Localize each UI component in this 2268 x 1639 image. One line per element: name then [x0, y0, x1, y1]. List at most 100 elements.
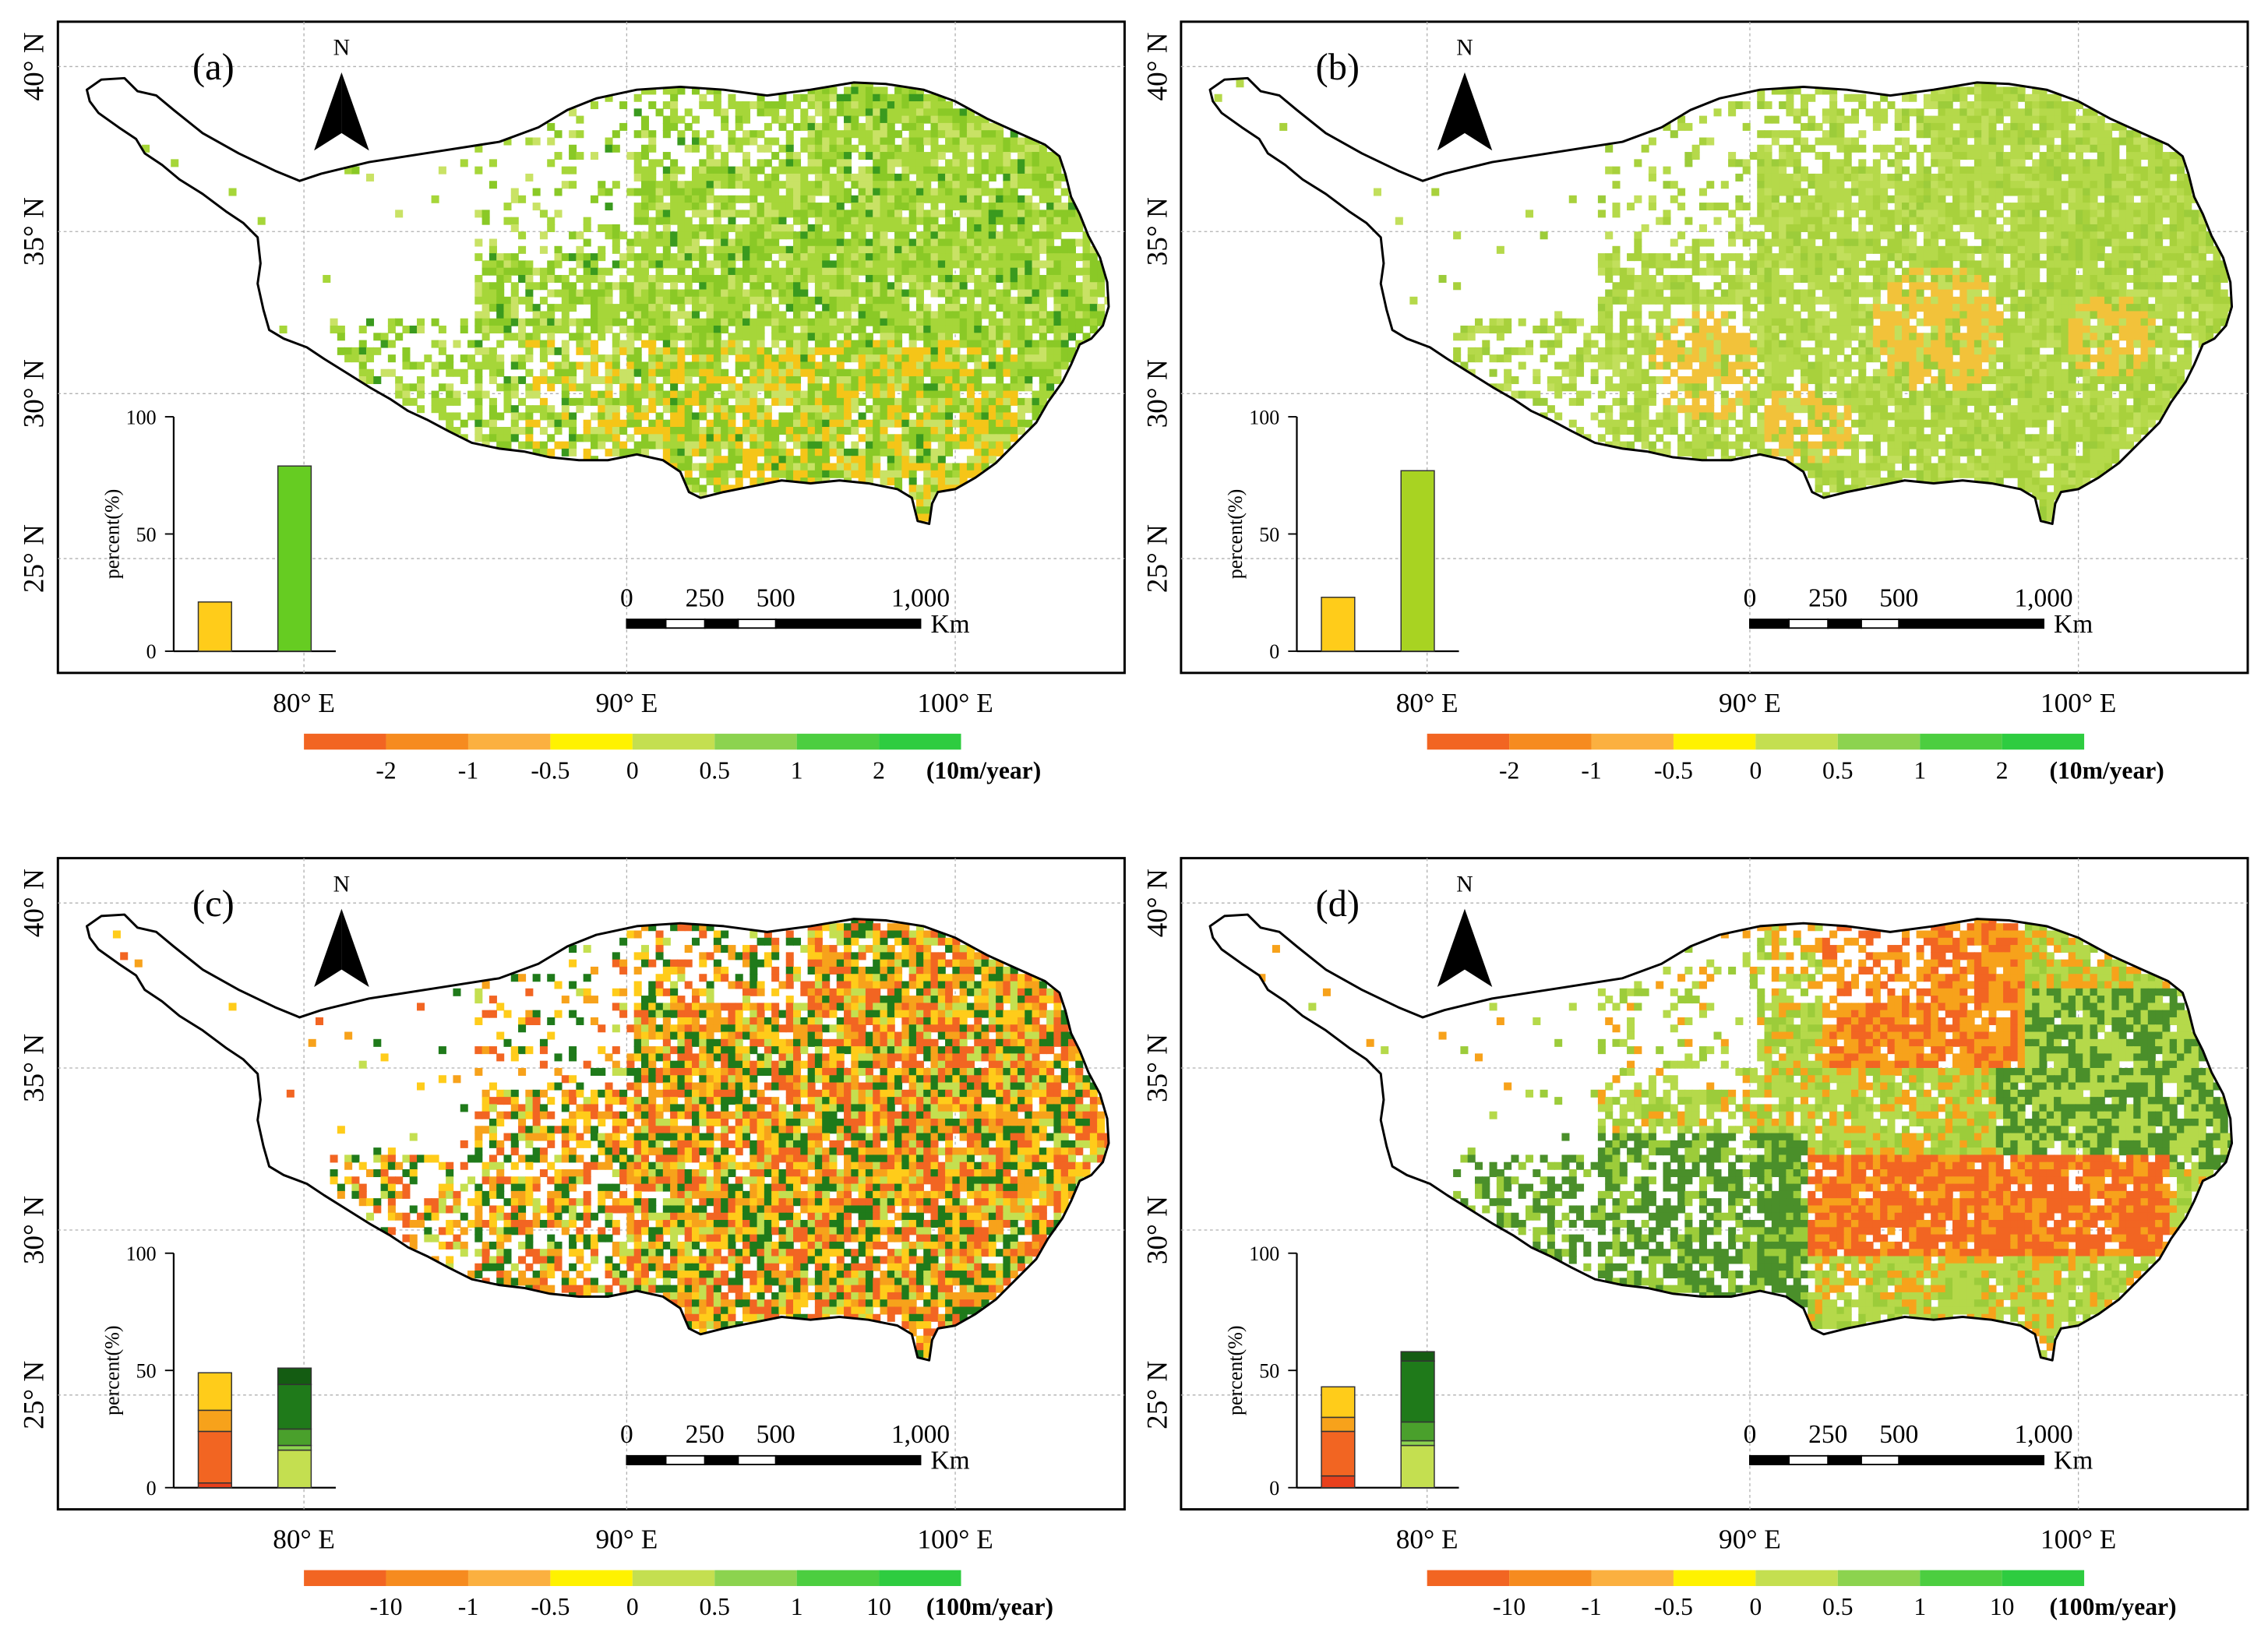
legend-tick-label: 1: [791, 756, 803, 784]
scale-bar-segment: [704, 1454, 739, 1465]
map-panel-b: (b) N 40° N 35° N 30° N 25° N 80° E 90° E 100° E…: [1141, 20, 2249, 784]
scale-bar-segment: [704, 619, 739, 629]
legend-tick-label: -2: [1499, 756, 1519, 784]
plateau-boundary: [85, 913, 1110, 1362]
legend-color-swatch: [2002, 733, 2085, 750]
inset-y-label: percent(%): [1224, 489, 1247, 579]
scale-bar-tick-label: 0: [1744, 1420, 1757, 1449]
legend-tick-label: 0.5: [699, 1593, 729, 1620]
legend-color-swatch: [2002, 1570, 2085, 1587]
scale-bar-segment: [774, 619, 922, 629]
panel-label: (d): [1316, 883, 1360, 925]
color-legend: -10 -1 -0.5 0 0.5 1 10 (100m/year): [1427, 1570, 2177, 1620]
scale-bar-tick-label: 250: [686, 583, 725, 612]
legend-tick-label: 2: [873, 756, 885, 784]
map-panel-a: (a) N 40° N 35° N 30° N 25° N 80° E 90° E 100° E…: [19, 20, 1126, 784]
lon-label: 80° E: [273, 1524, 335, 1555]
inset-bar-decrease-segment: [1321, 1475, 1356, 1489]
legend-tick-label: 0.5: [699, 756, 729, 784]
legend-tick-label: -1: [458, 756, 478, 784]
inset-bar-decrease-segment: [1321, 1430, 1356, 1477]
legend-color-swatch: [467, 733, 551, 750]
legend-tick-label: -0.5: [531, 756, 570, 784]
legend-tick-label: -1: [458, 1593, 478, 1620]
scale-bar-tick-label: 250: [1808, 1420, 1847, 1449]
inset-tick-label: 0: [1269, 640, 1279, 663]
vegetation-trend-raster: [1214, 79, 2232, 522]
inset-y-label: percent(%): [101, 1325, 123, 1415]
lon-label: 100° E: [917, 688, 993, 718]
map-panel-d: (d) N 40° N 35° N 30° N 25° N 80° E 90° E 100° E…: [1141, 857, 2249, 1620]
legend-color-swatch: [714, 1570, 797, 1587]
legend-tick-label: 0: [626, 756, 639, 784]
scale-bar-segment: [774, 1454, 922, 1465]
inset-tick-label: 50: [1259, 523, 1279, 546]
legend-tick-label: 0: [626, 1593, 639, 1620]
legend-tick-label: 0: [1749, 756, 1762, 784]
legend-tick-label: -0.5: [1654, 1593, 1693, 1620]
scale-bar-segment: [1898, 619, 2044, 629]
percent-bar-inset: 100 50 0 percent(%): [101, 1242, 336, 1500]
inset-y-label: percent(%): [101, 489, 123, 579]
lat-label: 25° N: [19, 524, 51, 593]
lat-label: 30° N: [1141, 1196, 1173, 1264]
inset-tick-label: 100: [126, 406, 157, 428]
legend-color-swatch: [1591, 1570, 1674, 1587]
inset-bar-increase-segment: [277, 1367, 312, 1386]
lat-label: 40° N: [19, 869, 51, 937]
legend-color-swatch: [386, 733, 468, 750]
legend-color-swatch: [1509, 733, 1592, 750]
inset-bar-increase-segment: [1400, 1421, 1435, 1442]
inset-bar-decrease-segment: [1321, 1416, 1356, 1433]
inset-y-label: percent(%): [1224, 1325, 1247, 1415]
lon-label: 100° E: [917, 1524, 993, 1555]
scale-bar-segment: [1898, 1454, 2044, 1465]
inset-bar-increase-segment: [277, 465, 312, 652]
legend-color-swatch: [1920, 733, 2002, 750]
scale-bar-tick-label: 1,000: [891, 1420, 950, 1449]
north-label: N: [333, 36, 350, 61]
inset-bar-increase-segment: [1400, 1351, 1435, 1362]
scale-bar-segment: [1861, 619, 1900, 629]
scale-bar-tick-label: 0: [620, 1420, 633, 1449]
legend-tick-label: 0.5: [1822, 1593, 1853, 1620]
inset-tick-label: 100: [1249, 406, 1279, 428]
lon-label: 90° E: [1719, 1524, 1781, 1555]
lon-label: 90° E: [595, 1524, 658, 1555]
legend-color-swatch: [1920, 1570, 2002, 1587]
map-panel-c: (c) N 40° N 35° N 30° N 25° N 80° E 90° E 100° E…: [19, 857, 1126, 1620]
legend-unit: (10m/year): [2049, 756, 2164, 784]
legend-color-swatch: [1509, 1570, 1592, 1587]
legend-color-swatch: [796, 733, 880, 750]
legend-color-swatch: [1591, 733, 1674, 750]
legend-color-swatch: [796, 1570, 880, 1587]
legend-color-swatch: [1755, 733, 1838, 750]
plateau-boundary: [1208, 913, 2234, 1362]
legend-color-swatch: [714, 733, 797, 750]
inset-tick-label: 0: [146, 1477, 157, 1500]
legend-color-swatch: [386, 1570, 468, 1587]
lon-label: 80° E: [1396, 688, 1459, 718]
lat-label: 40° N: [1141, 32, 1173, 100]
inset-bar-decrease-segment: [1321, 596, 1356, 652]
vegetation-trend-raster: [1257, 915, 2232, 1359]
scale-bar-segment: [1788, 619, 1829, 629]
lon-label: 80° E: [1396, 1524, 1459, 1555]
lat-label: 35° N: [19, 1034, 51, 1102]
lon-label: 100° E: [2040, 688, 2116, 718]
plateau-boundary: [85, 76, 1110, 525]
legend-tick-label: 0: [1749, 1593, 1762, 1620]
lat-label: 25° N: [19, 1361, 51, 1429]
legend-tick-label: -10: [369, 1593, 402, 1620]
inset-bar-decrease-segment: [197, 1372, 232, 1412]
lat-label: 35° N: [1141, 1034, 1173, 1102]
legend-color-swatch: [632, 733, 715, 750]
inset-bar-increase-segment: [277, 1383, 312, 1430]
legend-tick-label: 10: [866, 1593, 891, 1620]
lat-label: 35° N: [19, 197, 51, 266]
legend-unit: (10m/year): [926, 756, 1041, 784]
legend-color-swatch: [632, 1570, 715, 1587]
north-label: N: [1456, 872, 1473, 897]
legend-tick-label: 1: [1914, 1593, 1926, 1620]
